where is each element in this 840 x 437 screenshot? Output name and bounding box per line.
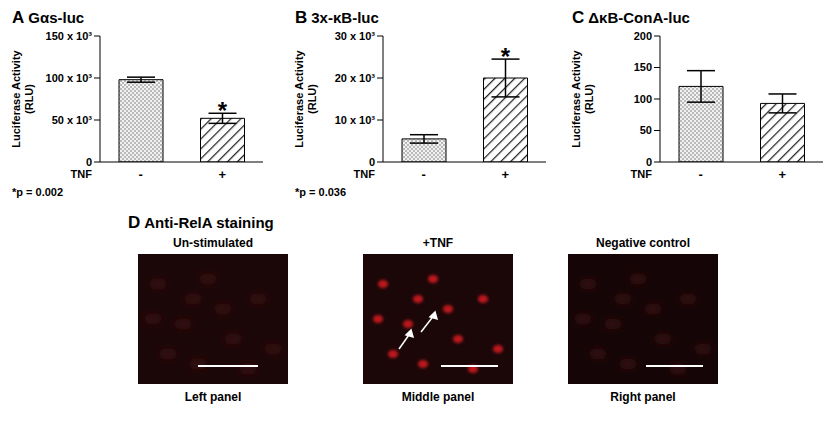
svg-text:+: + [501,167,509,182]
svg-text:Luciferase Activity(RLU): Luciferase Activity(RLU) [10,49,35,147]
html-text:Left panel: Left panel [184,390,242,404]
svg-text:0: 0 [646,156,652,168]
svg-text:20 x 10³: 20 x 10³ [335,72,376,84]
svg-text:*: * [501,43,511,70]
html-text:*p = 0.002: *p = 0.002 [12,186,64,198]
svg-text:-: - [139,167,143,182]
svg-text:10 x 10³: 10 x 10³ [335,114,376,126]
svg-text:30 x 10³: 30 x 10³ [335,30,376,42]
html-text:Un-stimulated: Un-stimulated [173,236,253,250]
html-text:D Anti-RelA staining: D Anti-RelA staining [128,213,274,232]
html-text:A Gαs-luc: A Gαs-luc [12,8,85,27]
svg-text:TNF: TNF [354,168,376,180]
svg-text:Luciferase Activity(RLU): Luciferase Activity(RLU) [570,49,595,147]
svg-text:*: * [218,97,228,124]
svg-text:+: + [778,167,786,182]
svg-text:Luciferase Activity(RLU): Luciferase Activity(RLU) [293,49,318,147]
svg-text:50 x 10³: 50 x 10³ [52,114,93,126]
html-text:Middle panel: Middle panel [401,390,475,404]
svg-text:TNF: TNF [71,168,93,180]
html-text:C ΔκB-ConA-luc: C ΔκB-ConA-luc [572,8,690,27]
svg-text:+: + [218,167,226,182]
svg-text:50: 50 [640,124,652,136]
svg-text:100 x 10³: 100 x 10³ [46,72,93,84]
svg-text:-: - [422,167,426,182]
svg-text:100: 100 [634,93,652,105]
svg-text:150 x 10³: 150 x 10³ [46,30,93,42]
svg-text:200: 200 [634,30,652,42]
svg-text:TNF: TNF [631,168,653,180]
svg-text:150: 150 [634,61,652,73]
svg-text:0: 0 [369,156,375,168]
html-text:*p = 0.036: *p = 0.036 [295,186,347,198]
html-text:Right panel: Right panel [610,390,676,404]
svg-text:0: 0 [86,156,92,168]
html-text:Negative control: Negative control [596,236,690,250]
svg-text:-: - [699,167,703,182]
html-text:+TNF: +TNF [422,236,454,250]
html-text:B 3x-κB-luc: B 3x-κB-luc [295,8,379,27]
